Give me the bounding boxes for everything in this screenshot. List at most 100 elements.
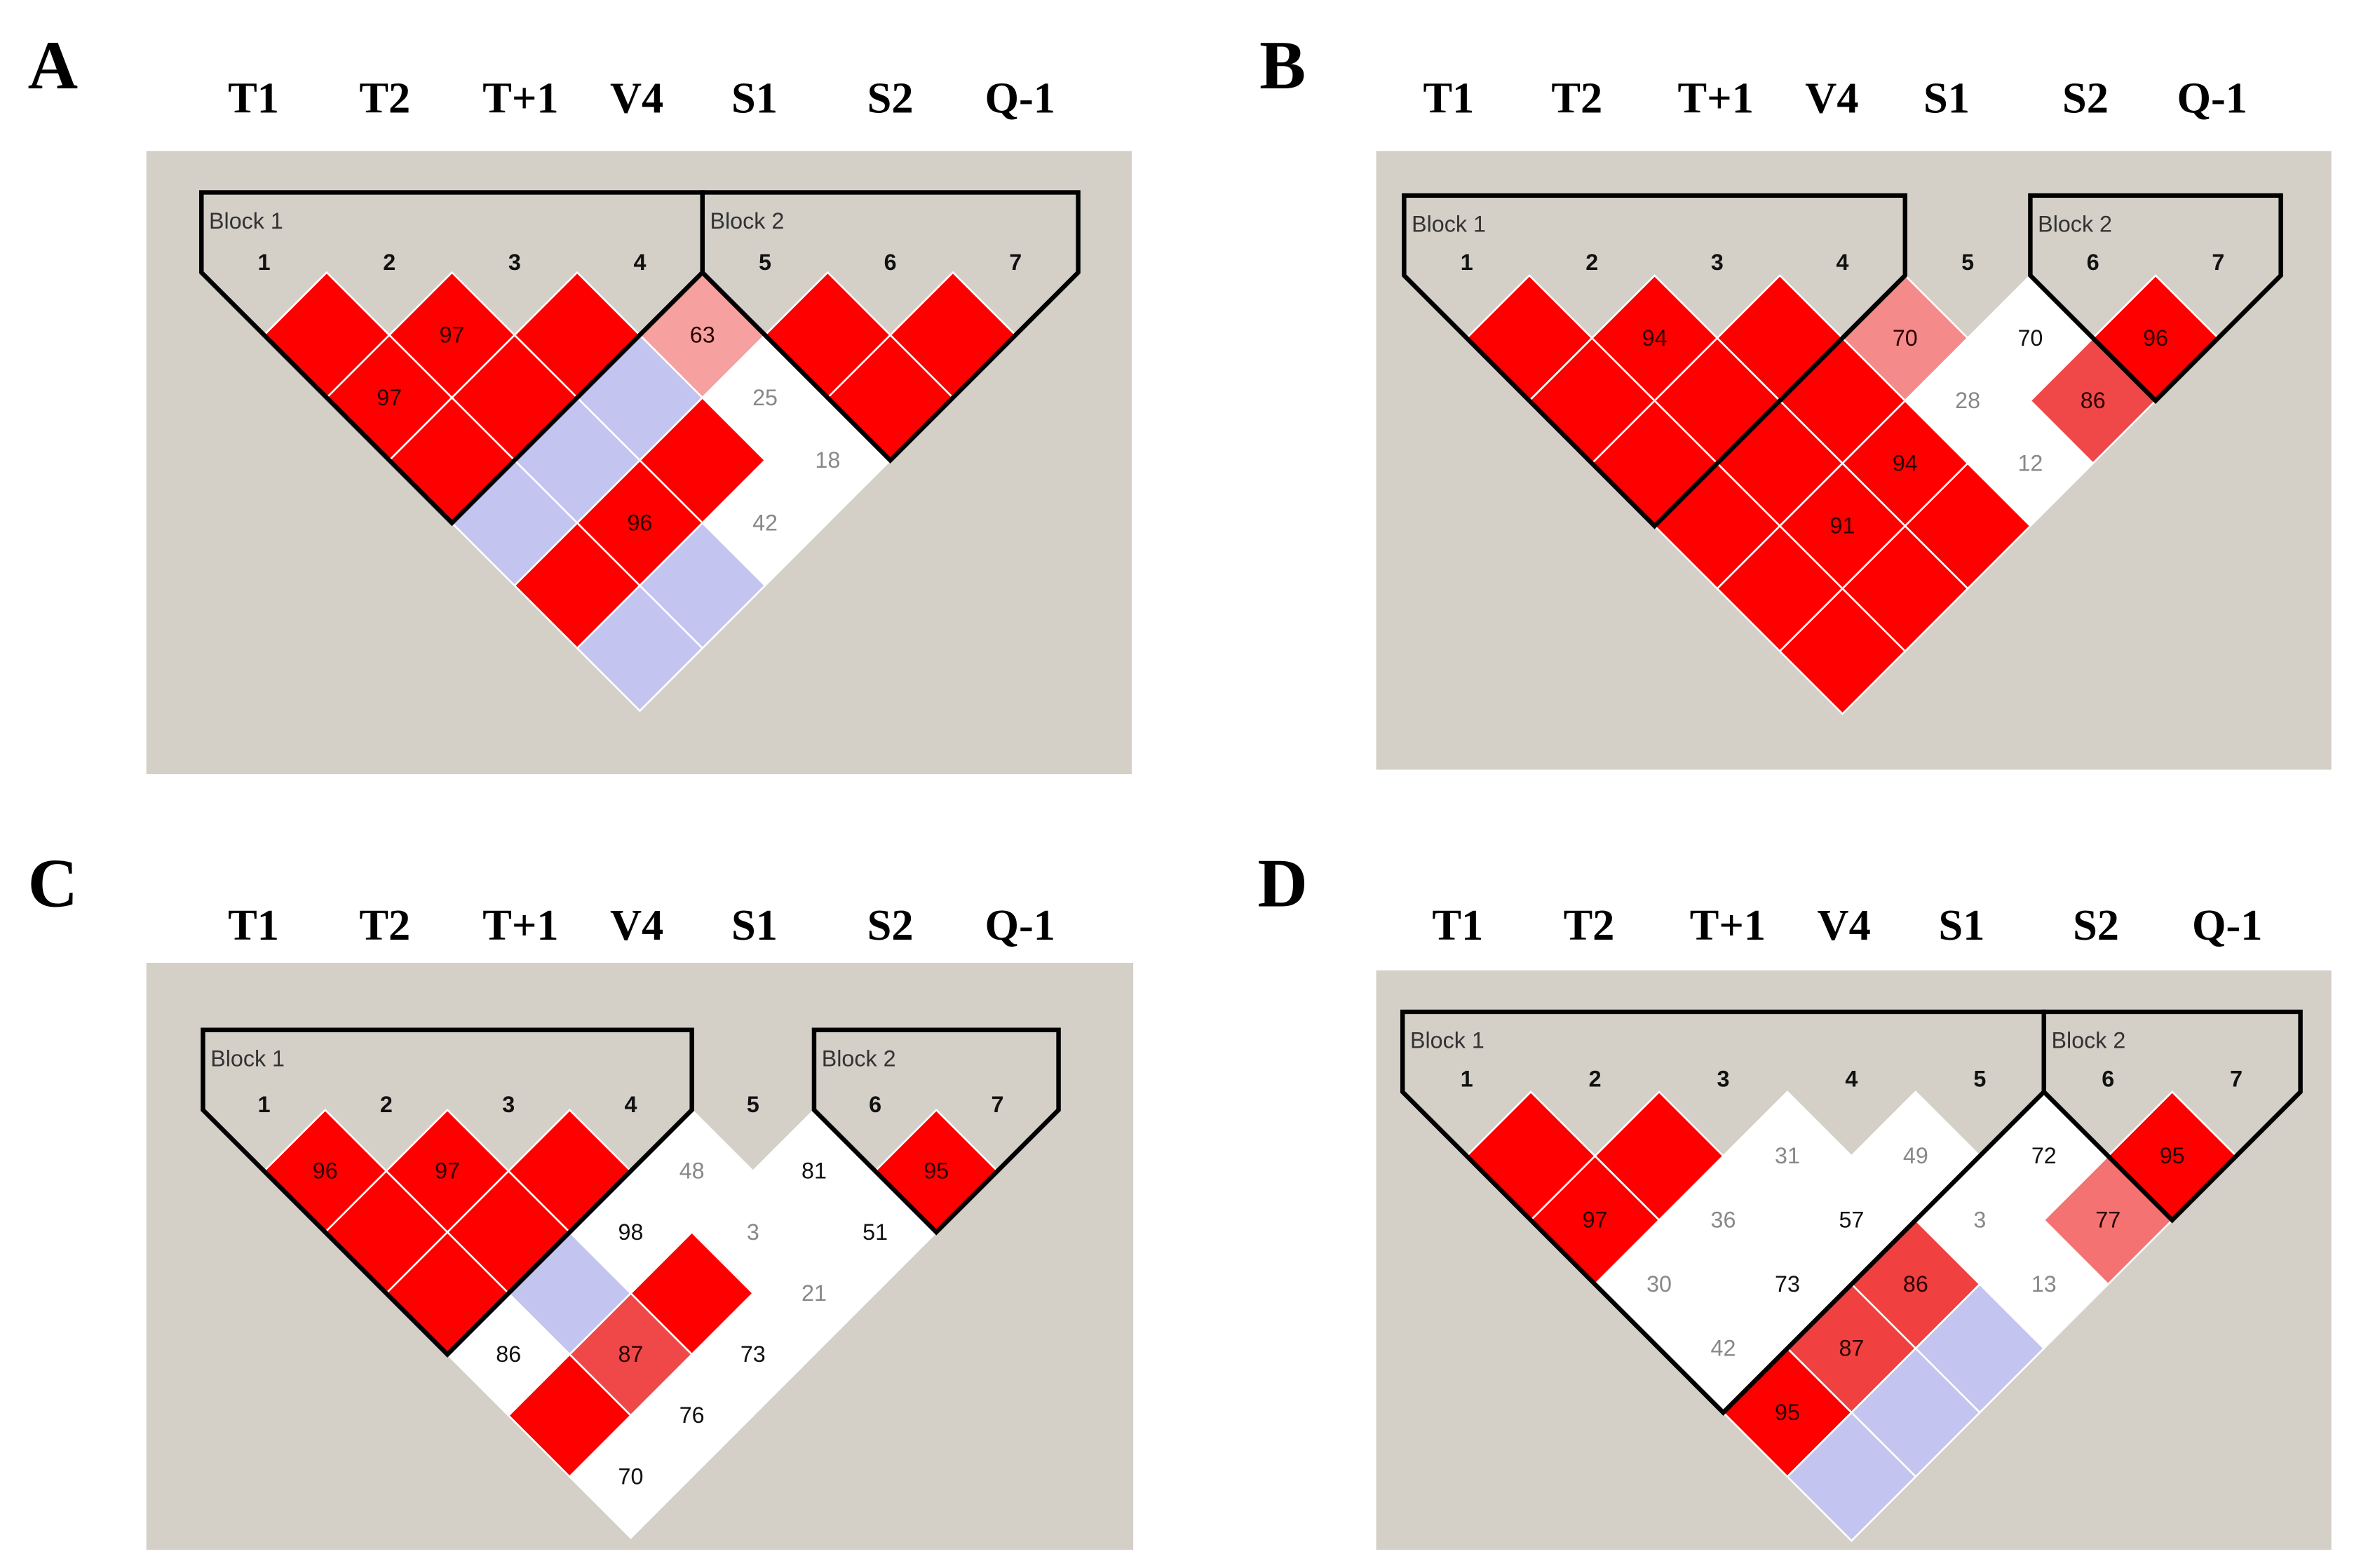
marker-number: 4: [1845, 1066, 1858, 1091]
snp-label: T+1: [482, 901, 558, 949]
snp-label: S2: [2062, 74, 2109, 123]
ld-value: 96: [313, 1158, 338, 1184]
ld-value: 95: [2160, 1143, 2185, 1168]
ld-value: 81: [801, 1158, 827, 1184]
snp-label: V4: [610, 901, 663, 949]
snp-label: T+1: [482, 74, 558, 123]
block-outline: [201, 1027, 694, 1358]
marker-number: 5: [759, 250, 771, 275]
snp-label: S1: [1939, 901, 1985, 949]
ld-value: 73: [740, 1341, 766, 1367]
block-label: Block 2: [710, 208, 784, 234]
snp-label: T2: [1564, 901, 1615, 949]
marker-number: 6: [2087, 250, 2099, 275]
ld-value: 97: [435, 1158, 460, 1184]
ld-value: 97: [1583, 1208, 1608, 1233]
snp-label: S2: [867, 74, 914, 123]
ld-value: 94: [1893, 450, 1918, 475]
ld-value: 70: [1893, 325, 1918, 351]
ld-panel: A T1 T2 T+1 V4 S1 S2 Q-1 97 63 97 25 18 96 42 1 2 3 4 5 6 7 Bl…: [28, 27, 1132, 775]
snp-label: T+1: [1678, 74, 1754, 123]
ld-value: 77: [2095, 1208, 2120, 1233]
block-label: Block 2: [2052, 1028, 2126, 1053]
marker-number: 6: [869, 1092, 881, 1117]
block-outline: [2041, 1009, 2303, 1224]
snp-label: S2: [2073, 901, 2119, 949]
marker-number: 7: [991, 1092, 1003, 1117]
block-outline: [1402, 193, 1908, 529]
block-label: Block 2: [2038, 211, 2112, 236]
snp-label: T1: [228, 901, 279, 949]
ld-value: 95: [1775, 1400, 1800, 1425]
ld-value: 86: [2081, 388, 2106, 413]
ld-value: 96: [627, 510, 652, 535]
ld-value: 70: [2017, 325, 2043, 351]
snp-label: S1: [1923, 74, 1970, 123]
snp-label: Q-1: [2192, 901, 2263, 949]
marker-number: 1: [258, 1092, 271, 1117]
ld-value: 72: [2031, 1143, 2057, 1168]
ld-value: 12: [2017, 450, 2043, 475]
marker-number: 6: [884, 250, 897, 275]
snp-label: S1: [731, 74, 778, 123]
block-outline: [2028, 193, 2283, 404]
ld-cell: [576, 584, 704, 712]
snp-label: Q-1: [985, 74, 1055, 123]
ld-value: 76: [679, 1403, 705, 1428]
ld-cell: [1778, 587, 1907, 715]
snp-label: V4: [1818, 901, 1871, 949]
ld-value: 94: [1642, 325, 1668, 351]
snp-label: T1: [1432, 901, 1483, 949]
ld-value: 87: [618, 1341, 644, 1367]
block-label: Block 1: [210, 1046, 285, 1071]
marker-number: 5: [1961, 250, 1974, 275]
ld-value: 42: [1711, 1336, 1736, 1361]
marker-number: 4: [1836, 250, 1849, 275]
snp-label: T1: [228, 74, 279, 123]
marker-number: 1: [1461, 250, 1473, 275]
ld-value: 96: [2143, 325, 2168, 351]
marker-number: 2: [1589, 1066, 1602, 1091]
block-outline: [1400, 1009, 2047, 1416]
ld-value: 3: [1973, 1208, 1986, 1233]
marker-number: 3: [502, 1092, 515, 1117]
panel-letter: D: [1257, 845, 1307, 921]
snp-label: T2: [359, 74, 410, 123]
marker-number: 1: [258, 250, 271, 275]
ld-value: 18: [815, 447, 840, 473]
ld-value: 3: [747, 1219, 759, 1245]
marker-number: 3: [508, 250, 521, 275]
panel-letter: B: [1259, 27, 1306, 104]
ld-value: 86: [496, 1341, 521, 1367]
snp-label: V4: [1805, 74, 1858, 123]
panel-letter: C: [28, 845, 78, 921]
snp-label: Q-1: [2177, 74, 2247, 123]
block-label: Block 1: [1410, 1028, 1484, 1053]
ld-value: 87: [1839, 1336, 1864, 1361]
marker-number: 7: [2212, 250, 2224, 275]
ld-value: 28: [1955, 388, 1980, 413]
block-label: Block 1: [1412, 211, 1486, 236]
snp-label: T2: [1551, 74, 1602, 123]
marker-number: 6: [2102, 1066, 2114, 1091]
marker-number: 2: [380, 1092, 393, 1117]
ld-value: 13: [2031, 1271, 2057, 1297]
block-outline: [199, 190, 705, 527]
ld-value: 91: [1830, 513, 1855, 539]
ld-value: 25: [752, 385, 778, 410]
snp-label: V4: [610, 74, 663, 123]
marker-number: 5: [747, 1092, 759, 1117]
ld-value: 98: [618, 1219, 644, 1245]
snp-label: T1: [1423, 74, 1474, 123]
marker-number: 4: [625, 1092, 637, 1117]
snp-label: T+1: [1690, 901, 1766, 949]
ld-value: 21: [801, 1280, 827, 1306]
ld-value: 31: [1775, 1143, 1800, 1168]
panel-letter: A: [28, 27, 78, 104]
snp-label: Q-1: [985, 901, 1055, 949]
ld-value: 95: [924, 1158, 949, 1184]
ld-value: 51: [863, 1219, 888, 1245]
